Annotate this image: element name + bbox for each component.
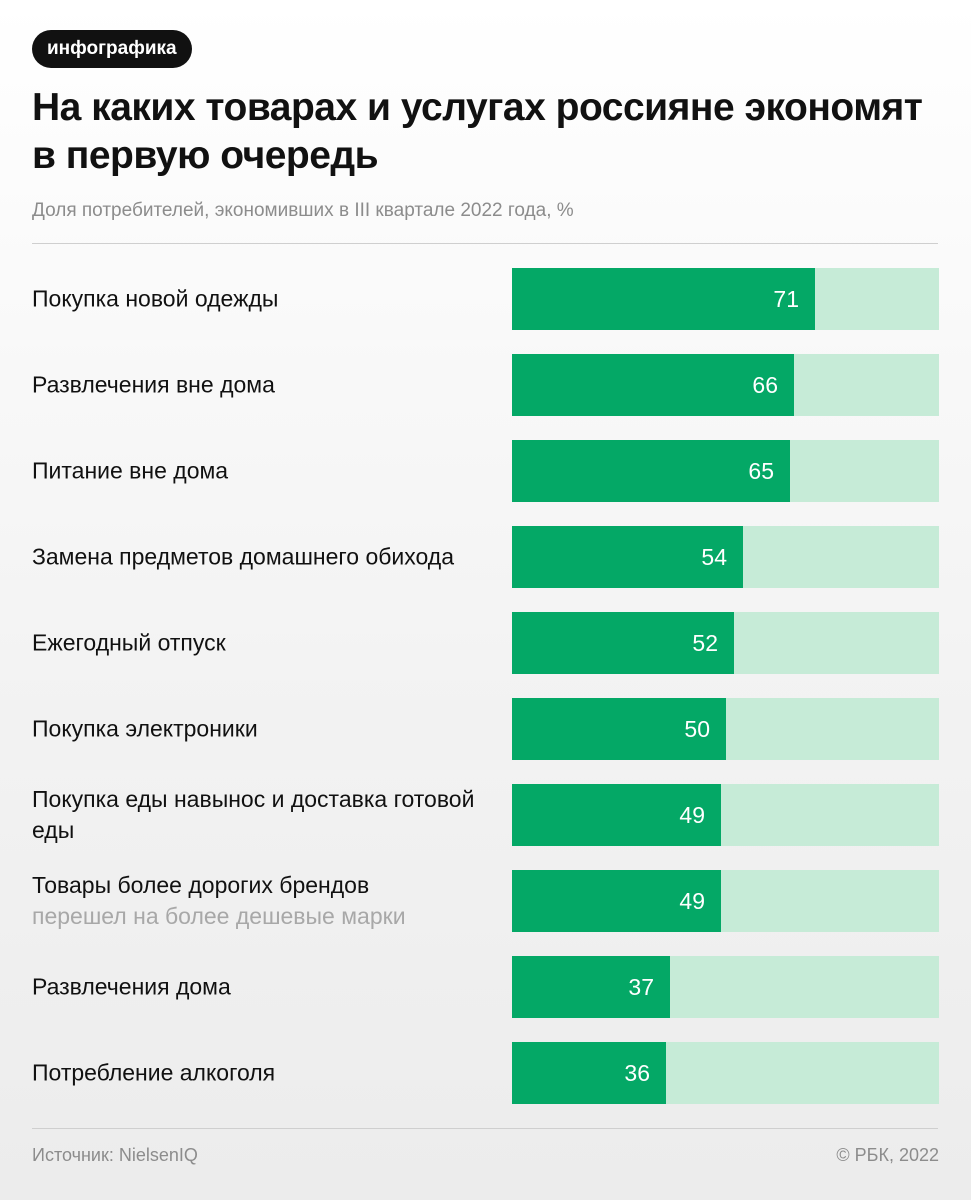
bar-value-label: 37 xyxy=(628,974,654,1000)
bar-track: 49 xyxy=(512,870,939,932)
category-label: Покупка новой одежды xyxy=(32,284,492,315)
bar-track: 36 xyxy=(512,1042,939,1104)
bar-track: 37 xyxy=(512,956,939,1018)
category-name: Потребление алкоголя xyxy=(32,1059,276,1086)
bar: 65 xyxy=(512,440,790,502)
category-label: Развлечения вне дома xyxy=(32,370,492,401)
category-name: Товары более дорогих брендов xyxy=(32,872,370,898)
bar-value-label: 50 xyxy=(684,716,710,742)
category-label: Покупка электроники xyxy=(32,714,492,745)
bar: 71 xyxy=(512,268,815,330)
bar-value-label: 36 xyxy=(624,1060,650,1086)
bar-value-label: 52 xyxy=(692,630,718,656)
bar-track: 66 xyxy=(512,354,939,416)
category-label: Замена предметов домашнего обихода xyxy=(32,542,492,573)
chart-row: Развлечения вне дома 66 xyxy=(0,354,971,416)
category-label: Развлечения дома xyxy=(32,972,492,1003)
category-name: Ежегодный отпуск xyxy=(32,629,226,656)
bar: 37 xyxy=(512,956,670,1018)
bar-track: 65 xyxy=(512,440,939,502)
chart-row: Потребление алкоголя 36 xyxy=(0,1042,971,1104)
category-note: перешел на более дешевые марки xyxy=(32,903,406,929)
bottom-divider xyxy=(32,1128,938,1129)
chart-row: Покупка еды навынос и доставка готовой е… xyxy=(0,784,971,846)
bar-track: 71 xyxy=(512,268,939,330)
bar: 49 xyxy=(512,784,721,846)
category-name: Покупка новой одежды xyxy=(32,285,279,312)
category-name: Развлечения дома xyxy=(32,973,231,1000)
bar: 49 xyxy=(512,870,721,932)
chart-row: Питание вне дома 65 xyxy=(0,440,971,502)
chart-row: Ежегодный отпуск 52 xyxy=(0,612,971,674)
category-name: Покупка еды навынос и доставка готовой е… xyxy=(32,786,475,843)
category-name: Покупка электроники xyxy=(32,715,258,742)
bar: 52 xyxy=(512,612,734,674)
bar: 66 xyxy=(512,354,794,416)
bar-value-label: 54 xyxy=(701,544,727,570)
category-name: Замена предметов домашнего обихода xyxy=(32,543,455,570)
bar-value-label: 49 xyxy=(679,802,705,828)
chart-row: Покупка новой одежды 71 xyxy=(0,268,971,330)
bar-value-label: 66 xyxy=(752,372,778,398)
top-divider xyxy=(32,243,938,244)
category-label: Ежегодный отпуск xyxy=(32,628,492,659)
bar-value-label: 49 xyxy=(679,888,705,914)
copyright: © РБК, 2022 xyxy=(836,1145,939,1165)
source-note: Источник: NielsenIQ xyxy=(32,1145,198,1165)
category-name: Развлечения вне дома xyxy=(32,371,275,398)
category-label: Товары более дорогих брендов перешел на б… xyxy=(32,870,492,932)
bar: 54 xyxy=(512,526,743,588)
chart-row: Замена предметов домашнего обихода 54 xyxy=(0,526,971,588)
chart-row: Развлечения дома 37 xyxy=(0,956,971,1018)
bar-track: 50 xyxy=(512,698,939,760)
category-name: Питание вне дома xyxy=(32,457,229,484)
bar-value-label: 65 xyxy=(748,458,774,484)
bar-track: 54 xyxy=(512,526,939,588)
bar-value-label: 71 xyxy=(773,286,799,312)
chart-title: На каких товарах и услугах россияне экон… xyxy=(32,86,923,177)
chart-subtitle: Доля потребителей, экономивших в III ква… xyxy=(32,200,574,221)
category-label: Потребление алкоголя xyxy=(32,1058,492,1089)
bar-track: 49 xyxy=(512,784,939,846)
bar-track: 52 xyxy=(512,612,939,674)
category-label: Покупка еды навынос и доставка готовой е… xyxy=(32,784,492,846)
bar: 50 xyxy=(512,698,726,760)
chart-row: Покупка электроники 50 xyxy=(0,698,971,760)
chart-row: Товары более дорогих брендов перешел на б… xyxy=(0,870,971,932)
bar: 36 xyxy=(512,1042,666,1104)
infographic-tag: инфографика xyxy=(32,30,192,68)
category-label: Питание вне дома xyxy=(32,456,492,487)
